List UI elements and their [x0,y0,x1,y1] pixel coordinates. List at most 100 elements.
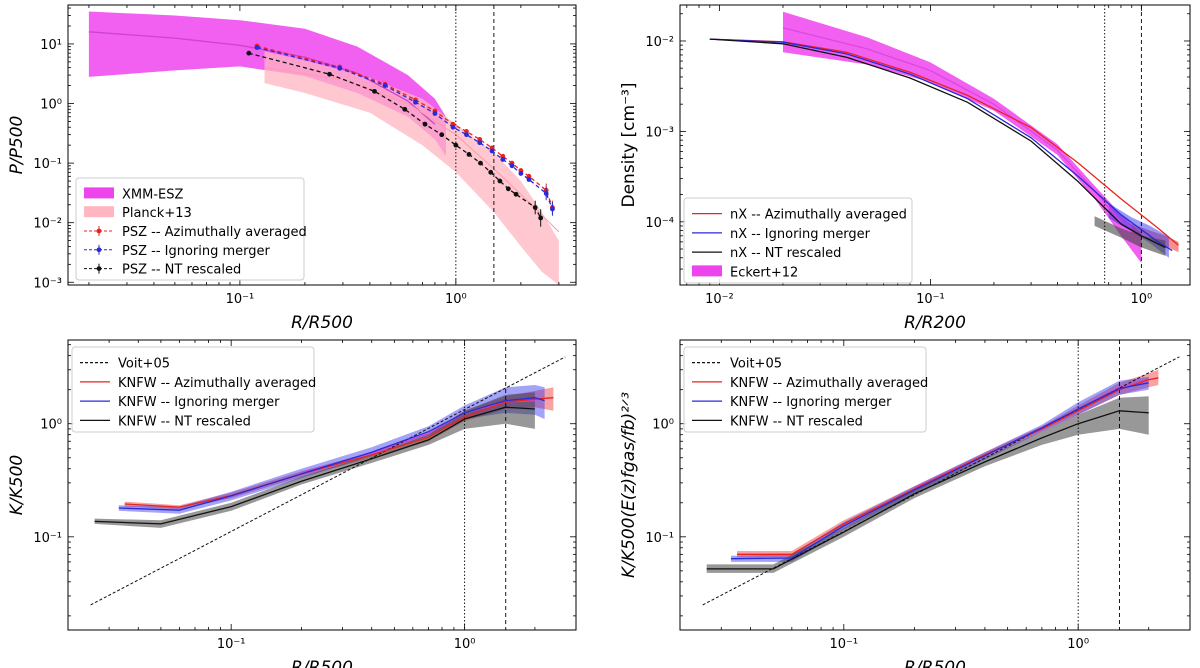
data-point [550,206,555,212]
series-line-1 [709,38,1173,252]
legend: Voit+05 KNFW -- Azimuthally averaged KNFW … [683,346,928,433]
legend-label: Eckert+12 [730,265,798,280]
x-tick-label: 10⁰ [445,292,467,307]
series-line-2 [709,38,1166,249]
x-tick-label: 10⁰ [454,637,476,652]
legend-box [75,177,305,281]
data-point [518,171,524,176]
x-tick-label: 10⁻² [705,292,734,307]
legend-swatch [84,187,114,199]
legend: nX -- Azimuthally averaged nX -- Ignoring… [683,197,913,284]
panel-p2: 10⁻² 10⁻¹ 10⁰ 10⁻⁴ 10⁻³ 10⁻² R/R200 Density [cm… [619,4,1191,333]
legend-label: KNFW -- NT rescaled [730,414,863,429]
axes-frame [679,339,1191,631]
data-point [538,215,544,221]
axes-frame [67,339,577,631]
data-point [453,142,459,148]
band-xmm-esz [88,11,447,157]
series-line-1 [256,46,554,210]
y-axis-label: K/K500 [7,455,27,515]
y-tick-label: 10⁻² [33,217,62,232]
legend-swatch [692,265,722,277]
x-tick-label: 10⁻¹ [830,637,859,652]
band-3 [1094,216,1166,256]
data-point [382,83,388,88]
data-point [327,71,332,77]
legend-box [683,197,913,284]
legend-swatch [84,206,114,218]
x-axis-label: R/R500 [291,313,353,333]
y-axis-label: K/K500(E(z)fgas/fb)²ᐟ³ [619,392,639,578]
plot-area [88,5,560,285]
panel-p4: 10⁻¹ 10⁰ 10⁻¹ 10⁰ R/R500 K/K500(E(z)fgas/fb)²… [619,339,1191,668]
x-tick-label: 10⁻¹ [217,637,246,652]
legend-label: XMM-ESZ [122,187,183,202]
series-line-2 [118,397,545,511]
legend-label: KNFW -- Azimuthally averaged [118,376,316,391]
data-point [450,124,456,130]
legend-label: KNFW -- Azimuthally averaged [730,376,928,391]
x-axis-label: R/R500 [291,658,353,668]
guide-line-0 [88,31,436,125]
data-point [526,177,532,182]
data-point [513,191,519,197]
data-point [509,163,515,169]
y-tick-label: 10⁻² [645,35,674,50]
data-point [543,191,549,196]
legend-swatch [96,247,102,253]
data-point [466,151,472,157]
y-tick-label: 10⁻³ [33,276,62,291]
panel-p1: 10⁻¹ 10⁰ 10⁻³ 10⁻² 10⁻¹ 10⁰ 10¹ R/R500 P/P500 XMM… [7,4,577,333]
y-tick-label: 10⁻¹ [33,531,62,546]
data-point [505,186,511,192]
y-tick-label: 10⁰ [40,98,62,113]
y-tick-label: 10⁻¹ [645,531,674,546]
series-line-0 [709,38,1179,246]
data-point [489,148,495,154]
legend-label: KNFW -- NT rescaled [118,414,251,429]
x-tick-label: 10⁰ [1131,292,1153,307]
data-point [422,121,428,127]
y-tick-label: 10¹ [40,38,62,53]
band-2 [706,396,1149,573]
legend-label: PSZ -- Azimuthally averaged [122,225,307,240]
y-tick-label: 10⁻¹ [33,157,62,172]
series-line-1 [124,397,554,508]
y-axis-label: P/P500 [7,116,27,175]
legend-label: Planck+13 [122,206,192,221]
y-axis-label: Density [cm⁻³] [619,83,639,208]
legend-swatch [96,266,102,271]
legend-label: nX -- NT rescaled [730,246,841,261]
data-point [477,136,483,142]
data-point [497,178,503,184]
data-point [439,132,445,138]
y-tick-label: 10⁰ [652,418,674,433]
data-point [477,140,483,146]
x-tick-label: 10⁻¹ [226,292,255,307]
legend-label: nX -- Azimuthally averaged [730,208,907,223]
series-line-2 [730,382,1149,560]
data-point [413,99,418,105]
legend-label: KNFW -- Ignoring merger [118,395,280,410]
data-point [432,111,438,116]
x-axis-label: R/R500 [904,658,966,668]
data-point [402,106,408,112]
legend: XMM-ESZ Planck+13 PSZ -- Azimuthally avera… [75,177,307,281]
series-line-3 [706,410,1149,570]
y-tick-label: 10⁰ [40,418,62,433]
plot-area [90,340,566,630]
legend-label: Voit+05 [118,357,170,372]
data-point [478,160,483,166]
data-point [254,45,260,50]
panel-p3: 10⁻¹ 10⁰ 10⁻¹ 10⁰ R/R500 K/K500 Voit+05 KNFW --… [7,339,577,668]
legend-swatch [96,228,102,234]
legend-label: nX -- Ignoring merger [730,227,871,242]
legend-label: PSZ -- NT rescaled [122,263,241,278]
data-point [464,132,469,138]
data-point [372,88,377,94]
x-tick-label: 10⁰ [1067,637,1089,652]
legend-label: KNFW -- Ignoring merger [730,395,892,410]
series-line-0 [90,356,566,606]
legend: Voit+05 KNFW -- Azimuthally averaged KNFW … [71,346,316,433]
